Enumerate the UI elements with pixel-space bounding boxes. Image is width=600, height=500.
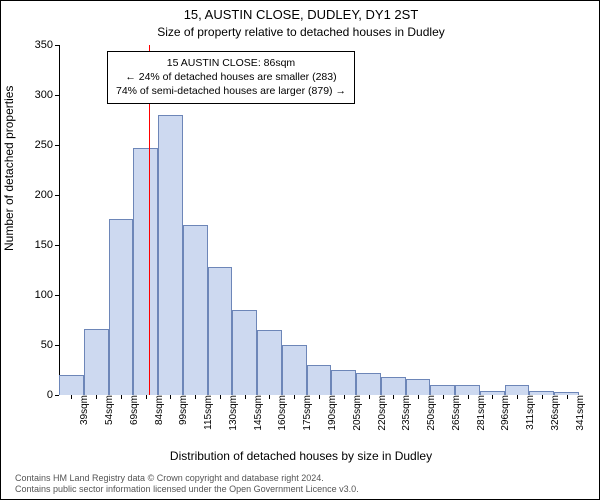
histogram-bar	[505, 385, 530, 395]
x-tick-mark	[170, 395, 171, 399]
x-tick-mark	[418, 395, 419, 399]
y-tick-label: 200	[35, 189, 59, 201]
x-tick-label: 296sqm	[496, 395, 511, 431]
x-tick-mark	[96, 395, 97, 399]
annotation-line-2: ← 24% of detached houses are smaller (28…	[116, 70, 346, 84]
x-tick-label: 220sqm	[373, 395, 388, 431]
x-tick-label: 69sqm	[125, 395, 140, 425]
y-axis-label: Number of detached properties	[2, 86, 16, 251]
chart-title: 15, AUSTIN CLOSE, DUDLEY, DY1 2ST	[1, 7, 600, 22]
x-tick-label: 175sqm	[298, 395, 313, 431]
x-tick-mark	[195, 395, 196, 399]
annotation-line-1: 15 AUSTIN CLOSE: 86sqm	[116, 56, 346, 70]
x-tick-mark	[369, 395, 370, 399]
x-tick-label: 160sqm	[273, 395, 288, 431]
x-tick-mark	[517, 395, 518, 399]
x-tick-label: 250sqm	[422, 395, 437, 431]
y-tick-label: 150	[35, 239, 59, 251]
histogram-bar	[257, 330, 282, 395]
y-tick-label: 350	[35, 39, 59, 51]
chart-container: 15, AUSTIN CLOSE, DUDLEY, DY1 2ST Size o…	[0, 0, 600, 500]
x-tick-label: 84sqm	[150, 395, 165, 425]
chart-subtitle: Size of property relative to detached ho…	[1, 25, 600, 39]
histogram-bar	[282, 345, 307, 395]
x-tick-mark	[319, 395, 320, 399]
annotation-box: 15 AUSTIN CLOSE: 86sqm ← 24% of detached…	[107, 51, 355, 104]
histogram-bar	[430, 385, 455, 395]
x-tick-label: 115sqm	[199, 395, 214, 430]
x-tick-mark	[344, 395, 345, 399]
x-tick-mark	[492, 395, 493, 399]
x-tick-label: 281sqm	[472, 395, 487, 431]
x-tick-mark	[245, 395, 246, 399]
x-tick-mark	[393, 395, 394, 399]
x-tick-mark	[71, 395, 72, 399]
histogram-bar	[307, 365, 332, 395]
histogram-bar	[208, 267, 233, 395]
x-tick-mark	[294, 395, 295, 399]
x-tick-mark	[542, 395, 543, 399]
x-tick-label: 265sqm	[447, 395, 462, 431]
x-tick-label: 205sqm	[348, 395, 363, 431]
x-tick-label: 130sqm	[224, 395, 239, 431]
attribution-line-2: Contains public sector information licen…	[15, 484, 359, 495]
x-tick-mark	[567, 395, 568, 399]
x-tick-label: 326sqm	[546, 395, 561, 431]
attribution: Contains HM Land Registry data © Crown c…	[15, 473, 359, 496]
annotation-line-3: 74% of semi-detached houses are larger (…	[116, 84, 346, 98]
x-tick-mark	[443, 395, 444, 399]
x-tick-label: 145sqm	[249, 395, 264, 431]
attribution-line-1: Contains HM Land Registry data © Crown c…	[15, 473, 359, 484]
histogram-bar	[356, 373, 381, 395]
y-tick-label: 50	[41, 339, 59, 351]
histogram-bar	[232, 310, 257, 395]
x-tick-label: 341sqm	[571, 395, 586, 431]
x-tick-mark	[269, 395, 270, 399]
histogram-bar	[158, 115, 183, 395]
y-tick-label: 300	[35, 89, 59, 101]
x-tick-label: 235sqm	[397, 395, 412, 431]
x-tick-mark	[146, 395, 147, 399]
x-tick-mark	[121, 395, 122, 399]
histogram-bar	[84, 329, 109, 395]
x-tick-label: 311sqm	[521, 395, 536, 430]
histogram-bar	[133, 148, 158, 395]
y-tick-label: 100	[35, 289, 59, 301]
x-tick-mark	[220, 395, 221, 399]
histogram-bar	[406, 379, 431, 395]
x-tick-mark	[468, 395, 469, 399]
histogram-bar	[381, 377, 406, 395]
plot-area: 050100150200250300350 39sqm54sqm69sqm84s…	[59, 45, 579, 395]
x-tick-label: 190sqm	[323, 395, 338, 431]
y-tick-label: 250	[35, 139, 59, 151]
histogram-bar	[109, 219, 134, 395]
histogram-bar	[331, 370, 356, 395]
histogram-bar	[59, 375, 84, 395]
y-tick-label: 0	[47, 389, 59, 401]
x-axis-label: Distribution of detached houses by size …	[1, 449, 600, 463]
histogram-bar	[455, 385, 480, 395]
x-tick-label: 54sqm	[100, 395, 115, 425]
x-tick-label: 39sqm	[75, 395, 90, 425]
histogram-bar	[183, 225, 208, 395]
x-tick-label: 99sqm	[174, 395, 189, 425]
